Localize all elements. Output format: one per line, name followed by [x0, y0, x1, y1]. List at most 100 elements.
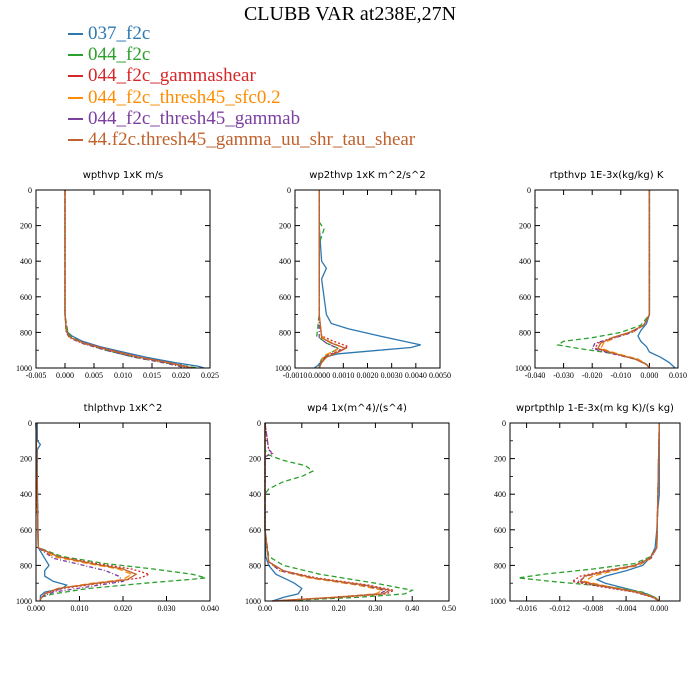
- x-tick-label: -0.005: [26, 371, 47, 380]
- x-tick-label: -0.040: [525, 371, 546, 380]
- x-tick-label: 0.0040: [405, 371, 427, 380]
- x-tick-label: 0.025: [201, 371, 219, 380]
- series-line: [35, 422, 125, 601]
- series-line: [35, 422, 138, 601]
- y-tick-label: 400: [249, 490, 261, 499]
- chart-title: wpthvp 1xK m/s: [83, 170, 164, 181]
- legend-item: 044_f2c_thresh45_gammab: [68, 108, 415, 129]
- chart-panel: wp2thvp 1xK m^2/s^2 0 200 400 600 800 1000-0.0…: [275, 170, 451, 380]
- y-tick-label: 600: [249, 526, 261, 535]
- y-tick-label: 0: [28, 419, 32, 428]
- x-tick-label: 0.030: [158, 604, 176, 613]
- series-line: [570, 422, 660, 602]
- x-tick-label: 0.020: [172, 371, 190, 380]
- x-tick-label: 0.0000: [308, 371, 330, 380]
- y-tick-label: 0: [502, 419, 506, 428]
- y-tick-label: 800: [494, 561, 506, 570]
- x-tick-label: 0.30: [368, 604, 382, 613]
- x-tick-label: 0.20: [332, 604, 346, 613]
- legend-swatch: [68, 33, 83, 35]
- x-tick-label: -0.004: [616, 604, 637, 613]
- legend-swatch: [68, 75, 83, 78]
- plot-frame: [534, 189, 679, 369]
- y-tick-label: 800: [20, 561, 32, 570]
- y-tick-label: 800: [279, 328, 291, 337]
- y-tick-label: 400: [20, 490, 32, 499]
- legend-label: 44.f2c.thresh45_gamma_uu_shr_tau_shear: [88, 128, 416, 150]
- y-tick-label: 0: [287, 186, 291, 195]
- chart-title: thlpthvp 1xK^2: [84, 403, 163, 414]
- series-line: [579, 422, 660, 602]
- y-tick-label: 400: [279, 257, 291, 266]
- series-line: [35, 422, 134, 601]
- chart-title: wprtpthlp 1-E-3x(m kg K)/(s kg): [516, 403, 674, 414]
- x-tick-label: -0.030: [553, 371, 574, 380]
- y-tick-label: 600: [20, 526, 32, 535]
- x-tick-label: 0.40: [405, 604, 419, 613]
- chart-panel: wprtpthlp 1-E-3x(m kg K)/(s kg) 0 200 400 60…: [490, 403, 681, 613]
- x-tick-label: 0.10: [295, 604, 309, 613]
- y-tick-label: 200: [20, 455, 32, 464]
- series-line: [318, 190, 343, 369]
- y-tick-label: 0: [28, 186, 32, 195]
- y-tick-label: 600: [279, 293, 291, 302]
- legend-swatch: [68, 96, 83, 99]
- x-tick-label: 0.010: [71, 604, 89, 613]
- y-tick-label: 0: [527, 186, 531, 195]
- series-line: [637, 190, 676, 369]
- y-tick-label: 800: [249, 561, 261, 570]
- x-tick-label: 0.00: [258, 604, 272, 613]
- y-tick-label: 0: [257, 419, 261, 428]
- y-tick-label: 1000: [515, 364, 531, 373]
- series-line: [64, 190, 187, 369]
- plot-frame: [35, 189, 211, 369]
- plot-frame: [294, 189, 441, 369]
- legend-label: 044_f2c_thresh45_gammab: [88, 107, 301, 129]
- x-tick-label: -0.020: [582, 371, 603, 380]
- legend-item: 037_f2c: [68, 23, 415, 44]
- chart-title: wp2thvp 1xK m^2/s^2: [309, 170, 425, 181]
- plot-frame: [264, 422, 450, 602]
- chart-title: wp4 1x(m^4)/(s^4): [307, 403, 407, 414]
- chart-title: rtpthvp 1E-3x(kg/kg) K: [550, 170, 664, 181]
- legend-swatch: [68, 138, 83, 141]
- x-tick-label: 0.040: [201, 604, 219, 613]
- series-line: [64, 190, 199, 369]
- series-line: [596, 190, 651, 369]
- figure-title: CLUBB VAR at238E,27N: [243, 3, 457, 25]
- y-tick-label: 200: [519, 222, 531, 231]
- x-tick-label: 0.015: [143, 371, 161, 380]
- y-tick-label: 200: [494, 455, 506, 464]
- series-line: [36, 423, 68, 601]
- series-line: [264, 423, 393, 602]
- series-line: [599, 190, 651, 369]
- legend-item: 44.f2c.thresh45_gamma_uu_shr_tau_shear: [68, 129, 415, 150]
- legend-item: 044_f2c_thresh45_sfc0.2: [68, 87, 415, 108]
- legend-swatch: [68, 54, 83, 57]
- x-tick-label: -0.0010: [283, 371, 308, 380]
- y-tick-label: 200: [249, 455, 261, 464]
- series-line: [582, 422, 660, 602]
- x-tick-label: 0.020: [114, 604, 132, 613]
- series-line: [64, 190, 193, 369]
- series-line: [264, 423, 415, 602]
- legend: 037_f2c 044_f2c 044_f2c_gammashear 044_f2c_…: [68, 23, 415, 150]
- y-tick-label: 200: [20, 222, 32, 231]
- legend-item: 044_f2c: [68, 44, 415, 65]
- x-tick-label: 0.000: [650, 604, 668, 613]
- y-tick-label: 400: [20, 257, 32, 266]
- y-tick-label: 600: [494, 526, 506, 535]
- legend-item: 044_f2c_gammashear: [68, 65, 415, 86]
- legend-label: 037_f2c: [88, 23, 151, 44]
- x-tick-label: -0.010: [610, 371, 631, 380]
- chart-panel: wpthvp 1xK m/s 0 200 400 600 800 1000-0.005 0.0…: [16, 170, 219, 380]
- x-tick-label: 0.000: [640, 371, 658, 380]
- x-tick-label: 0.0030: [381, 371, 403, 380]
- y-tick-label: 800: [20, 328, 32, 337]
- series-line: [518, 422, 660, 602]
- y-tick-label: 600: [20, 293, 32, 302]
- chart-panel: rtpthvp 1E-3x(kg/kg) K02004006008001000-…: [515, 170, 687, 380]
- legend-label: 044_f2c_thresh45_sfc0.2: [88, 86, 281, 108]
- x-tick-label: 0.005: [85, 371, 103, 380]
